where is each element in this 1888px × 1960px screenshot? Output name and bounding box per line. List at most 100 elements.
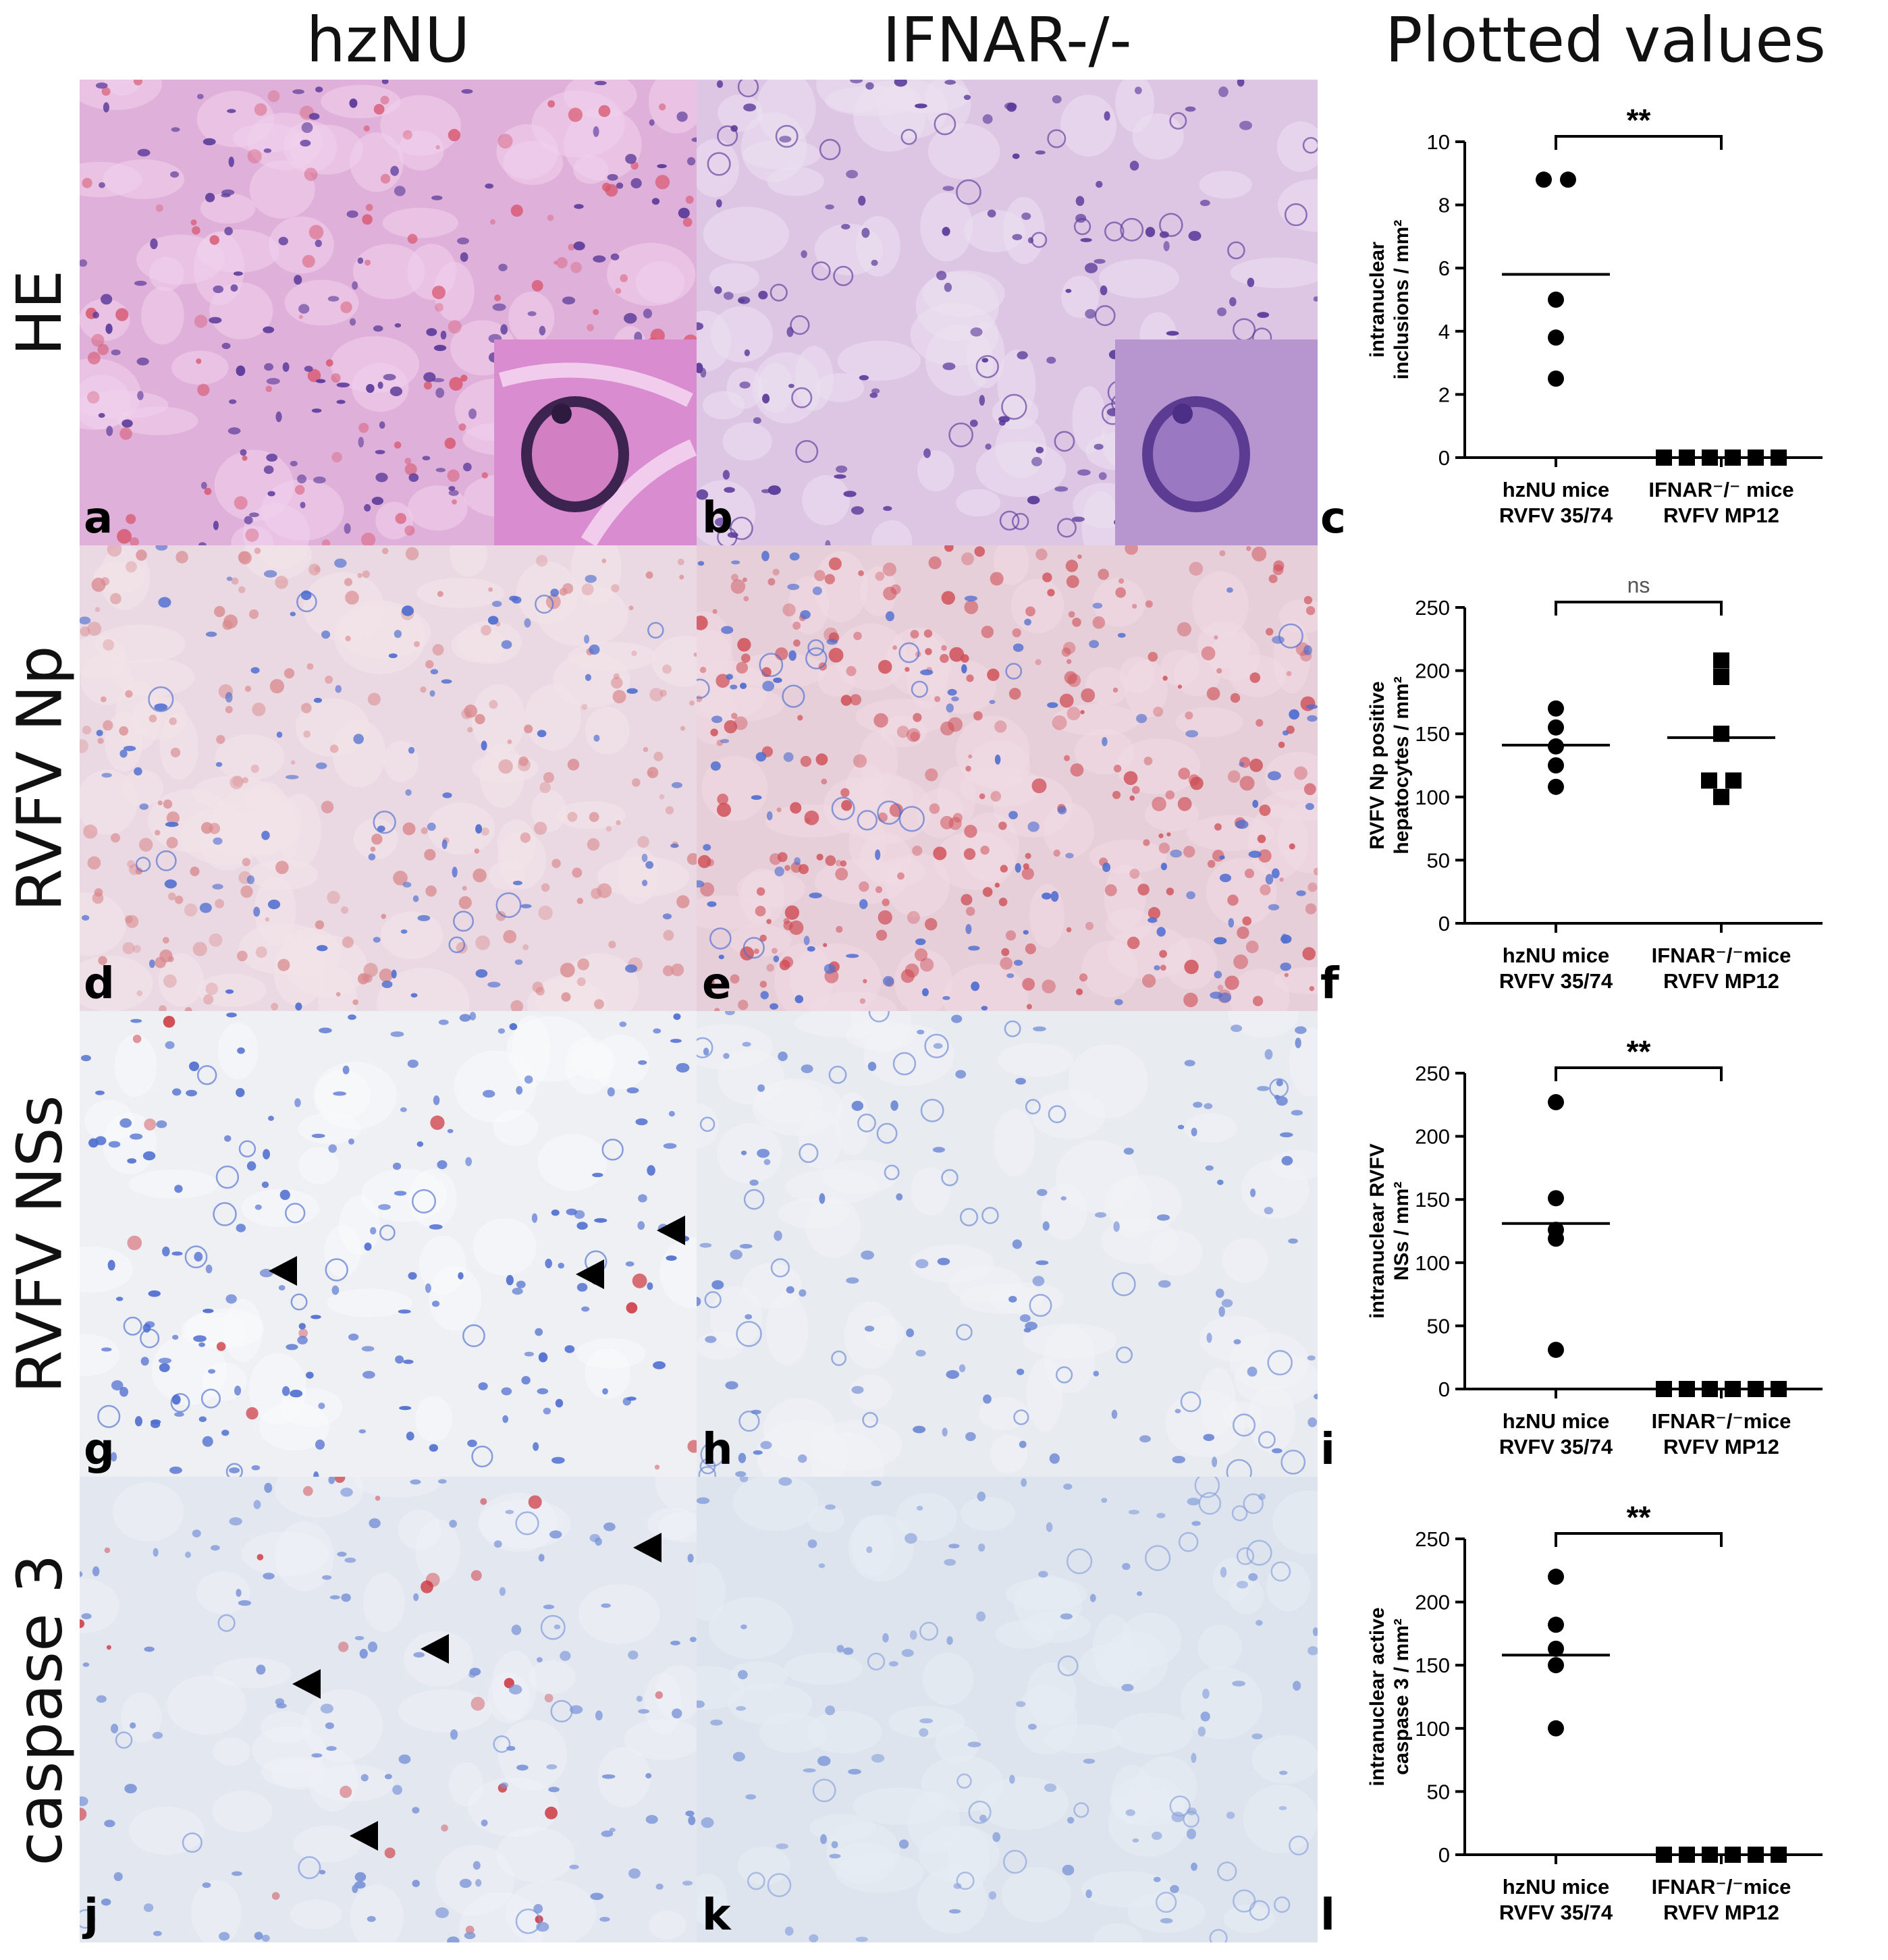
data-point (1548, 778, 1564, 795)
panel-label-a: a (84, 493, 113, 543)
chart-intranuclear-inclusions: 0 2 4 6 8 10 intranuclear inclusions / mm² hzNU … (1323, 80, 1888, 545)
panel-label-l: l (1320, 1890, 1335, 1940)
arrowhead-icon (633, 1533, 662, 1562)
row-label: RVFV NSs (3, 1094, 76, 1394)
row-header-he: HE (0, 80, 80, 545)
y-tick-label: 50 (1427, 1314, 1450, 1338)
data-point (1548, 1341, 1564, 1358)
significance-label: ** (1627, 103, 1651, 138)
panel-label-c: c (1320, 493, 1346, 543)
micrograph-he-hznu (80, 80, 697, 545)
y-tick-label: 0 (1438, 446, 1450, 470)
y-tick-label: 250 (1415, 1527, 1450, 1551)
y-tick-label: 250 (1415, 1062, 1450, 1085)
column-header-hznu: hzNU (306, 3, 470, 76)
data-point (1548, 700, 1564, 717)
panel-label-k: k (702, 1890, 731, 1940)
row-header-caspase-3: caspase 3 (0, 1477, 80, 1942)
micrograph-np-hznu (80, 545, 697, 1011)
y-tick-label: 0 (1438, 1843, 1450, 1867)
x-tick-label: IFNAR⁻/⁻mice RVFV MP12 (1652, 1875, 1791, 1924)
panel-label-f: f (1320, 959, 1339, 1009)
x-tick-label: IFNAR⁻/⁻mice RVFV MP12 (1652, 944, 1791, 993)
panel-label-e: e (702, 959, 732, 1009)
inset-nucleus-closeup (1115, 339, 1318, 545)
y-tick-label: 50 (1427, 1780, 1450, 1803)
data-point (1548, 292, 1564, 308)
y-tick-label: 200 (1415, 1125, 1450, 1149)
y-tick-label: 100 (1415, 1717, 1450, 1741)
y-tick-label: 10 (1427, 130, 1450, 154)
significance-bracket (1555, 1532, 1723, 1547)
panel-label-g: g (84, 1425, 115, 1475)
arrowhead-icon (576, 1259, 604, 1289)
arrowhead-icon (350, 1821, 378, 1851)
panel-label-h: h (702, 1425, 733, 1475)
data-point (1548, 1616, 1564, 1633)
y-tick-label: 6 (1438, 256, 1450, 280)
chart-intranuclear-nss: 0 50 100 150 200 250 intranuclear RVFV NSs / mm… (1323, 1011, 1888, 1477)
micrograph-he-ifnar (697, 80, 1318, 545)
y-tick-label: 8 (1438, 194, 1450, 217)
data-point (1548, 1190, 1564, 1207)
data-point (1548, 1640, 1564, 1657)
y-tick-label: 250 (1415, 596, 1450, 620)
data-point (1713, 652, 1729, 669)
data-point (1701, 772, 1717, 789)
data-point (1548, 1094, 1564, 1111)
x-tick-label: hzNU mice RVFV 35/74 (1499, 1409, 1613, 1459)
arrowhead-icon (269, 1256, 297, 1286)
arrowhead-icon (292, 1669, 321, 1699)
x-tick-label: hzNU mice RVFV 35/74 (1499, 1875, 1613, 1924)
y-axis-label: intranuclear inclusions / mm² (1366, 220, 1413, 380)
micrograph-casp-hznu (80, 1477, 697, 1942)
y-tick-label: 50 (1427, 848, 1450, 872)
column-header-ifnar: IFNAR-/- (882, 3, 1132, 76)
panel-label-j: j (84, 1890, 99, 1940)
significance-bracket (1555, 1066, 1723, 1081)
row-label: RVFV Np (3, 645, 76, 912)
panel-label-b: b (702, 493, 733, 543)
panel-label-d: d (84, 959, 115, 1009)
data-point (1548, 757, 1564, 773)
significance-bracket (1555, 135, 1723, 150)
micrograph-nss-ifnar (697, 1011, 1318, 1477)
chart-intranuclear-caspase-3: 0 50 100 150 200 250 intranuclear active caspas… (1323, 1477, 1888, 1942)
data-point (1548, 1230, 1564, 1247)
y-axis-label: RVFV Np positive hepatocytes / mm² (1366, 676, 1413, 854)
data-point (1536, 171, 1552, 188)
x-tick-label: IFNAR⁻/⁻ mice RVFV MP12 (1648, 478, 1793, 527)
y-tick-label: 100 (1415, 1251, 1450, 1275)
y-tick-label: 2 (1438, 383, 1450, 406)
y-tick-label: 150 (1415, 722, 1450, 746)
micrograph-nss-hznu (80, 1011, 697, 1477)
row-header-rvfv-np: RVFV Np (0, 545, 80, 1011)
y-tick-label: 150 (1415, 1188, 1450, 1212)
micrograph-np-ifnar (697, 545, 1318, 1011)
data-point (1560, 171, 1576, 188)
y-axis-label: intranuclear active caspase 3 / mm² (1366, 1607, 1413, 1786)
y-tick-label: 0 (1438, 1378, 1450, 1401)
significance-bracket (1555, 601, 1723, 616)
micrograph-casp-ifnar (697, 1477, 1318, 1942)
y-tick-label: 0 (1438, 912, 1450, 935)
column-header-plotted-values: Plotted values (1385, 3, 1826, 76)
x-tick-label: IFNAR⁻/⁻mice RVFV MP12 (1652, 1409, 1791, 1459)
panel-label-i: i (1320, 1425, 1335, 1475)
arrowhead-icon (421, 1634, 449, 1664)
arrowhead-icon (657, 1216, 685, 1245)
y-tick-label: 4 (1438, 320, 1450, 344)
significance-label: ** (1627, 1500, 1651, 1535)
data-point (1548, 1657, 1564, 1674)
data-point (1548, 329, 1564, 346)
significance-label: ns (1627, 573, 1650, 597)
x-tick-label: hzNU mice RVFV 35/74 (1499, 478, 1613, 527)
y-tick-label: 200 (1415, 659, 1450, 683)
data-point (1548, 371, 1564, 387)
data-point (1713, 668, 1729, 685)
data-point (1713, 726, 1729, 742)
row-label: caspase 3 (3, 1554, 76, 1866)
data-point (1713, 788, 1729, 805)
y-tick-label: 150 (1415, 1654, 1450, 1677)
significance-label: ** (1627, 1034, 1651, 1069)
